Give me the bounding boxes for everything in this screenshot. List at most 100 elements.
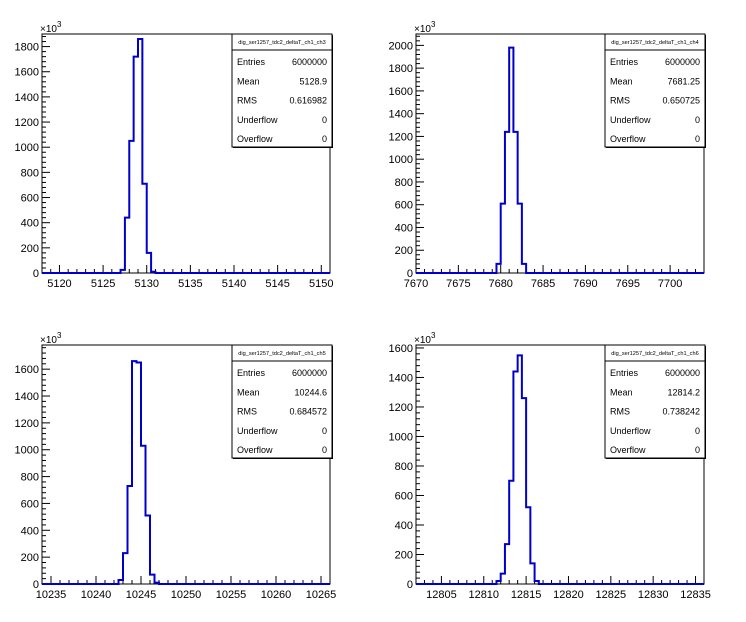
x-tick-label: 7685 xyxy=(531,278,555,290)
stats-label-underflow: Underflow xyxy=(610,115,651,125)
y-tick-label: 800 xyxy=(395,461,413,473)
x-tick-label: 5120 xyxy=(47,278,71,290)
stats-label-entries: Entries xyxy=(610,368,639,378)
x-tick-label: 5140 xyxy=(222,278,246,290)
stats-title: dig_ser1257_tdc2_deltaT_ch1_ch6 xyxy=(611,351,698,357)
x-tick-label: 10240 xyxy=(81,589,112,601)
stats-label-rms: RMS xyxy=(610,96,630,106)
y-tick-label: 1600 xyxy=(389,343,413,355)
stats-label-underflow: Underflow xyxy=(237,426,278,436)
y-tick-label: 1400 xyxy=(389,109,413,121)
y-tick-label: 0 xyxy=(33,268,39,280)
stats-value-rms: 0.684572 xyxy=(289,407,327,417)
y-tick-label: 1800 xyxy=(15,42,39,54)
x-tick-label: 12830 xyxy=(638,589,669,601)
stats-title: dig_ser1257_tdc2_deltaT_ch1_ch5 xyxy=(238,351,325,357)
histogram-panel-4: 12805 12810 12815 12820 12825 12830 12835 0 200 4… xyxy=(389,331,711,601)
x-tick-label: 5125 xyxy=(91,278,115,290)
y-tick-label: 1000 xyxy=(389,154,413,166)
stats-value-mean: 12814.2 xyxy=(667,387,700,397)
y-tick-label: 1200 xyxy=(15,117,39,129)
histogram-line xyxy=(42,360,330,585)
y-tick-label: 200 xyxy=(21,552,39,564)
stats-label-underflow: Underflow xyxy=(610,426,651,436)
y-tick-label: 600 xyxy=(395,490,413,502)
stats-value-underflow: 0 xyxy=(322,426,327,436)
x-tick-label: 12820 xyxy=(553,589,584,601)
stats-box: dig_ser1257_tdc2_deltaT_ch1_ch4 Entries 60… xyxy=(604,33,706,148)
stats-value-entries: 6000000 xyxy=(292,57,327,67)
x-tick-label: 7675 xyxy=(446,278,470,290)
stats-title: dig_ser1257_tdc2_deltaT_ch1_ch4 xyxy=(611,40,698,46)
stats-value-mean: 10244.6 xyxy=(294,387,327,397)
y-tick-label: 0 xyxy=(33,579,39,591)
x-tick-label: 5135 xyxy=(178,278,202,290)
y-tick-label: 800 xyxy=(21,167,39,179)
histogram-line xyxy=(42,38,330,274)
y-tick-label: 1200 xyxy=(389,131,413,143)
y-tick-label: 600 xyxy=(395,200,413,212)
y-tick-label: 1400 xyxy=(15,391,39,403)
stats-box-frame xyxy=(604,344,706,459)
x-tick-label: 10265 xyxy=(306,589,337,601)
y-tick-label: 1600 xyxy=(389,86,413,98)
y-tick-label: 1800 xyxy=(389,63,413,75)
y-multiplier-label: ×103 xyxy=(414,331,436,346)
stats-value-underflow: 0 xyxy=(695,426,700,436)
y-tick-label: 1000 xyxy=(389,431,413,443)
stats-label-underflow: Underflow xyxy=(237,115,278,125)
stats-value-rms: 0.616982 xyxy=(289,96,327,106)
y-tick-label: 800 xyxy=(395,177,413,189)
y-tick-label: 400 xyxy=(21,525,39,537)
x-tick-label: 7680 xyxy=(488,278,512,290)
histogram-panel-3: 10235 10240 10245 10250 10255 10260 10265 0 200 4… xyxy=(15,331,337,601)
x-tick-label: 5145 xyxy=(265,278,289,290)
stats-value-rms: 0.738242 xyxy=(662,407,700,417)
y-tick-label: 400 xyxy=(21,218,39,230)
stats-label-overflow: Overflow xyxy=(610,445,646,455)
x-tick-label: 5150 xyxy=(309,278,333,290)
y-tick-label: 1600 xyxy=(15,364,39,376)
y-tick-label: 1200 xyxy=(15,418,39,430)
x-tick-label: 12815 xyxy=(511,589,542,601)
x-tick-label: 7670 xyxy=(404,278,428,290)
y-tick-label: 1000 xyxy=(15,142,39,154)
stats-label-mean: Mean xyxy=(237,76,260,86)
stats-value-overflow: 0 xyxy=(695,445,700,455)
y-multiplier-label: ×103 xyxy=(40,20,62,35)
y-tick-label: 800 xyxy=(21,472,39,484)
stats-box-frame xyxy=(231,33,333,148)
stats-value-rms: 0.650725 xyxy=(662,96,700,106)
stats-label-overflow: Overflow xyxy=(237,134,273,144)
stats-box: dig_ser1257_tdc2_deltaT_ch1_ch6 Entries 60… xyxy=(604,344,706,459)
y-tick-label: 0 xyxy=(407,579,413,591)
y-tick-label: 400 xyxy=(395,222,413,234)
stats-box-frame xyxy=(604,33,706,148)
stats-value-entries: 6000000 xyxy=(665,368,700,378)
y-tick-label: 1000 xyxy=(15,445,39,457)
x-tick-label: 10255 xyxy=(216,589,247,601)
stats-label-mean: Mean xyxy=(610,387,633,397)
x-tick-label: 5130 xyxy=(134,278,158,290)
y-tick-label: 2000 xyxy=(389,40,413,52)
stats-value-mean: 5128.9 xyxy=(299,76,327,86)
stats-value-entries: 6000000 xyxy=(292,368,327,378)
stats-value-mean: 7681.25 xyxy=(667,76,700,86)
x-tick-label: 7695 xyxy=(616,278,640,290)
stats-label-entries: Entries xyxy=(610,57,639,67)
x-tick-label: 10235 xyxy=(36,589,67,601)
stats-label-rms: RMS xyxy=(610,407,630,417)
x-tick-label: 12810 xyxy=(468,589,499,601)
stats-value-entries: 6000000 xyxy=(665,57,700,67)
stats-label-rms: RMS xyxy=(237,407,257,417)
x-tick-label: 10260 xyxy=(261,589,292,601)
y-tick-label: 1200 xyxy=(389,402,413,414)
x-tick-label: 12805 xyxy=(426,589,457,601)
stats-label-overflow: Overflow xyxy=(610,134,646,144)
stats-value-underflow: 0 xyxy=(695,115,700,125)
x-tick-label: 12835 xyxy=(680,589,711,601)
stats-value-overflow: 0 xyxy=(322,445,327,455)
y-multiplier-label: ×103 xyxy=(414,20,436,35)
x-tick-label: 7690 xyxy=(573,278,597,290)
